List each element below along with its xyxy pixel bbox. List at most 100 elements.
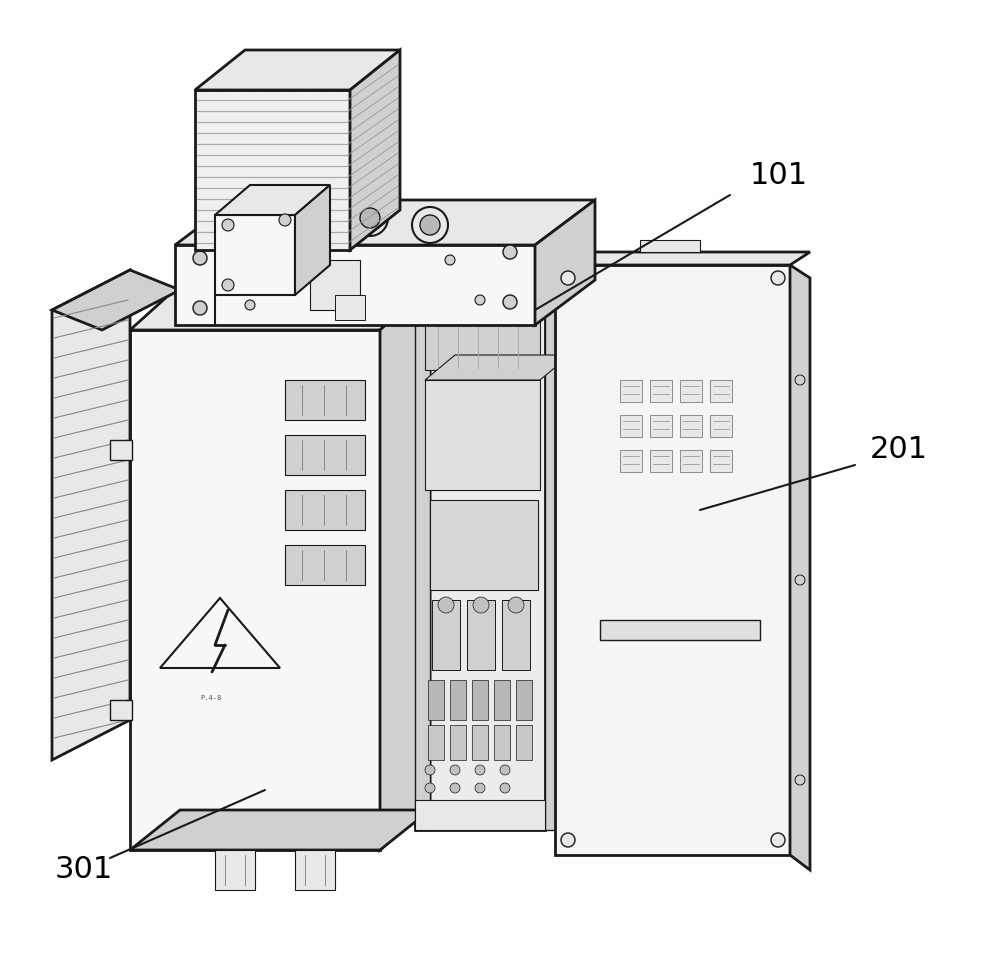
Polygon shape bbox=[494, 725, 510, 760]
Circle shape bbox=[445, 255, 455, 265]
Polygon shape bbox=[428, 680, 444, 720]
Polygon shape bbox=[310, 260, 360, 310]
Circle shape bbox=[500, 765, 510, 775]
Polygon shape bbox=[415, 290, 545, 830]
Text: 201: 201 bbox=[870, 435, 928, 465]
Polygon shape bbox=[516, 725, 532, 760]
Polygon shape bbox=[175, 200, 595, 245]
Polygon shape bbox=[680, 380, 702, 402]
Circle shape bbox=[222, 279, 234, 291]
Polygon shape bbox=[555, 252, 810, 265]
Polygon shape bbox=[680, 415, 702, 437]
Polygon shape bbox=[295, 185, 330, 295]
Circle shape bbox=[795, 775, 805, 785]
Text: 101: 101 bbox=[750, 160, 808, 189]
Polygon shape bbox=[215, 185, 330, 215]
Circle shape bbox=[265, 255, 275, 265]
Circle shape bbox=[503, 295, 517, 309]
Circle shape bbox=[450, 783, 460, 793]
Polygon shape bbox=[415, 800, 545, 830]
Polygon shape bbox=[620, 380, 642, 402]
Polygon shape bbox=[467, 600, 495, 670]
Polygon shape bbox=[620, 450, 642, 472]
Polygon shape bbox=[130, 285, 430, 330]
Polygon shape bbox=[195, 50, 400, 90]
Polygon shape bbox=[472, 680, 488, 720]
Polygon shape bbox=[790, 265, 810, 870]
Circle shape bbox=[795, 375, 805, 385]
Polygon shape bbox=[472, 725, 488, 760]
Circle shape bbox=[771, 271, 785, 285]
Polygon shape bbox=[502, 600, 530, 670]
Polygon shape bbox=[415, 290, 430, 830]
Circle shape bbox=[352, 200, 388, 236]
Polygon shape bbox=[215, 215, 295, 295]
Circle shape bbox=[360, 208, 380, 228]
Polygon shape bbox=[295, 850, 335, 890]
Polygon shape bbox=[425, 355, 570, 380]
Circle shape bbox=[245, 300, 255, 310]
Polygon shape bbox=[130, 330, 380, 850]
Polygon shape bbox=[555, 265, 790, 855]
Polygon shape bbox=[494, 680, 510, 720]
Polygon shape bbox=[650, 380, 672, 402]
Polygon shape bbox=[415, 248, 595, 290]
Circle shape bbox=[475, 783, 485, 793]
Polygon shape bbox=[175, 245, 535, 325]
Polygon shape bbox=[516, 680, 532, 720]
Circle shape bbox=[475, 765, 485, 775]
Polygon shape bbox=[425, 305, 540, 370]
Polygon shape bbox=[710, 450, 732, 472]
Polygon shape bbox=[535, 200, 595, 325]
Circle shape bbox=[412, 207, 448, 243]
Polygon shape bbox=[432, 600, 460, 670]
Polygon shape bbox=[430, 500, 538, 590]
Circle shape bbox=[473, 597, 489, 613]
Polygon shape bbox=[450, 725, 466, 760]
Circle shape bbox=[450, 765, 460, 775]
Polygon shape bbox=[545, 290, 560, 830]
Polygon shape bbox=[710, 380, 732, 402]
Polygon shape bbox=[600, 620, 760, 640]
Polygon shape bbox=[285, 435, 365, 475]
Circle shape bbox=[420, 215, 440, 235]
Polygon shape bbox=[285, 380, 365, 420]
Polygon shape bbox=[350, 50, 400, 250]
Polygon shape bbox=[450, 680, 466, 720]
Polygon shape bbox=[110, 700, 132, 720]
Polygon shape bbox=[285, 545, 365, 585]
Polygon shape bbox=[130, 810, 430, 850]
Polygon shape bbox=[195, 90, 350, 250]
Circle shape bbox=[193, 251, 207, 265]
Circle shape bbox=[425, 783, 435, 793]
Circle shape bbox=[193, 301, 207, 315]
Circle shape bbox=[438, 597, 454, 613]
Polygon shape bbox=[425, 380, 540, 490]
Polygon shape bbox=[52, 270, 130, 760]
Text: 301: 301 bbox=[55, 856, 113, 884]
Polygon shape bbox=[380, 285, 430, 850]
Polygon shape bbox=[160, 598, 280, 668]
Polygon shape bbox=[710, 415, 732, 437]
Polygon shape bbox=[285, 490, 365, 530]
Polygon shape bbox=[640, 240, 700, 252]
Circle shape bbox=[561, 271, 575, 285]
Circle shape bbox=[795, 575, 805, 585]
Polygon shape bbox=[215, 850, 255, 890]
Polygon shape bbox=[110, 440, 132, 460]
Polygon shape bbox=[335, 295, 365, 320]
Circle shape bbox=[279, 214, 291, 226]
Polygon shape bbox=[650, 415, 672, 437]
Polygon shape bbox=[428, 725, 444, 760]
Polygon shape bbox=[425, 260, 455, 290]
Circle shape bbox=[475, 295, 485, 305]
Text: P.4-8: P.4-8 bbox=[200, 695, 221, 701]
Circle shape bbox=[222, 219, 234, 231]
Polygon shape bbox=[680, 450, 702, 472]
Circle shape bbox=[503, 245, 517, 259]
Polygon shape bbox=[650, 450, 672, 472]
Polygon shape bbox=[52, 270, 180, 330]
Circle shape bbox=[771, 833, 785, 847]
Polygon shape bbox=[501, 260, 531, 290]
Circle shape bbox=[425, 765, 435, 775]
